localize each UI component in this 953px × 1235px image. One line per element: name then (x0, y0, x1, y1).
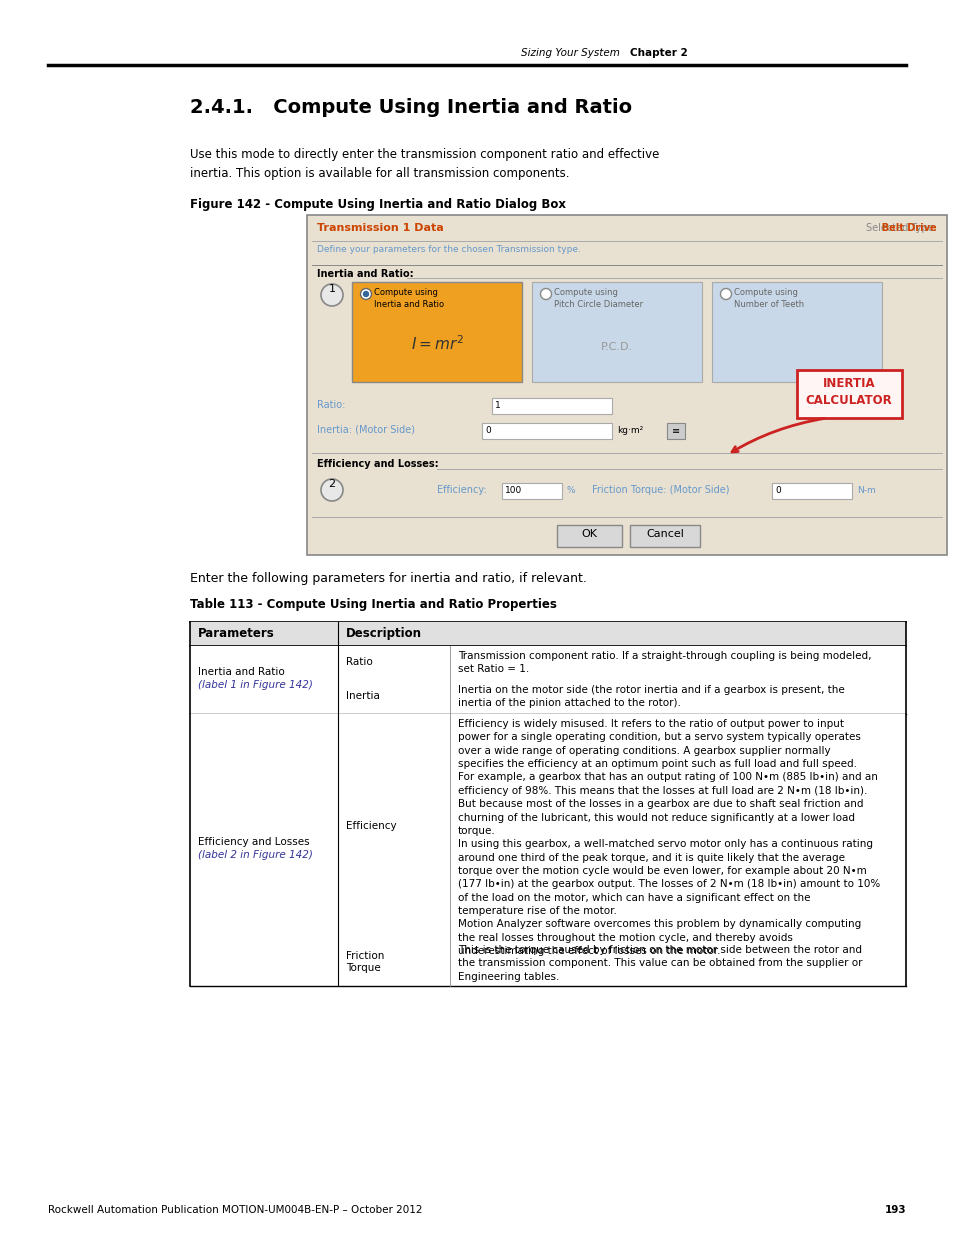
Text: ≡: ≡ (671, 426, 679, 436)
Bar (771, 483, 851, 499)
Text: P.C.D.: P.C.D. (600, 342, 633, 352)
Text: kg·m²: kg·m² (617, 426, 642, 435)
Bar (666, 424, 684, 438)
Text: 0: 0 (484, 426, 490, 435)
Bar (352, 282, 521, 382)
Text: Inertia and Ratio:: Inertia and Ratio: (316, 269, 414, 279)
Text: 193: 193 (883, 1205, 905, 1215)
Bar (337, 940, 450, 986)
Bar (337, 646, 450, 680)
Text: Figure 142 - Compute Using Inertia and Ratio Dialog Box: Figure 142 - Compute Using Inertia and R… (190, 198, 565, 211)
Text: Inertia: (Motor Side): Inertia: (Motor Side) (316, 425, 415, 435)
Bar (557, 525, 621, 547)
Text: Use this mode to directly enter the transmission component ratio and effective
i: Use this mode to directly enter the tran… (190, 148, 659, 180)
Text: 0: 0 (774, 487, 780, 495)
Text: Compute using
Inertia and Ratio: Compute using Inertia and Ratio (374, 288, 444, 309)
Text: Table 113 - Compute Using Inertia and Ratio Properties: Table 113 - Compute Using Inertia and Ra… (190, 598, 557, 611)
Text: Efficiency and Losses:: Efficiency and Losses: (316, 459, 438, 469)
Text: Belt Drive: Belt Drive (847, 224, 936, 233)
Text: $I = mr^2$: $I = mr^2$ (410, 333, 463, 353)
Text: (label 1 in Figure 142): (label 1 in Figure 142) (198, 680, 313, 690)
Circle shape (720, 289, 731, 300)
Bar (190, 622, 905, 646)
Text: N-m: N-m (856, 487, 875, 495)
Text: (label 2 in Figure 142): (label 2 in Figure 142) (198, 850, 313, 860)
Text: 1: 1 (495, 401, 500, 410)
Text: 100: 100 (504, 487, 521, 495)
Text: Ratio: Ratio (346, 657, 373, 667)
Text: Description: Description (346, 627, 421, 640)
Bar (450, 646, 905, 680)
Text: Rockwell Automation Publication MOTION-UM004B-EN-P – October 2012: Rockwell Automation Publication MOTION-U… (48, 1205, 422, 1215)
Text: Selected Type:: Selected Type: (865, 224, 936, 233)
Bar (492, 398, 612, 414)
Text: Chapter 2: Chapter 2 (629, 48, 687, 58)
Text: Inertia: Inertia (346, 692, 379, 701)
Bar (796, 370, 901, 417)
Text: Define your parameters for the chosen Transmission type.: Define your parameters for the chosen Tr… (316, 245, 580, 254)
Text: Efficiency and Losses: Efficiency and Losses (198, 837, 310, 847)
Bar (450, 940, 905, 986)
Bar (481, 424, 612, 438)
Bar (450, 680, 905, 714)
Circle shape (540, 289, 551, 300)
Bar (190, 646, 337, 714)
Text: Efficiency: Efficiency (346, 821, 396, 831)
Text: Enter the following parameters for inertia and ratio, if relevant.: Enter the following parameters for inert… (190, 572, 586, 585)
Text: Friction Torque: (Motor Side): Friction Torque: (Motor Side) (592, 485, 729, 495)
Text: Cancel: Cancel (645, 529, 683, 538)
Text: 2.4.1.   Compute Using Inertia and Ratio: 2.4.1. Compute Using Inertia and Ratio (190, 98, 632, 117)
Bar (501, 483, 561, 499)
Circle shape (320, 479, 343, 501)
Bar (629, 525, 700, 547)
Bar (337, 714, 450, 940)
Bar (307, 215, 946, 555)
Text: 2: 2 (328, 479, 335, 489)
Text: Ratio:: Ratio: (316, 400, 345, 410)
Text: Efficiency is widely misused. It refers to the ratio of output power to input
po: Efficiency is widely misused. It refers … (457, 719, 880, 956)
Text: Sizing Your System: Sizing Your System (520, 48, 619, 58)
Circle shape (320, 284, 343, 306)
Text: OK: OK (580, 529, 597, 538)
Bar (711, 282, 882, 382)
Text: Torque: Torque (346, 963, 380, 973)
Text: This is the torque caused by friction on the motor side between the rotor and
th: This is the torque caused by friction on… (457, 945, 862, 982)
Bar (190, 714, 337, 986)
Text: Efficiency:: Efficiency: (436, 485, 486, 495)
Text: %: % (566, 487, 575, 495)
Text: Transmission component ratio. If a straight-through coupling is being modeled,
s: Transmission component ratio. If a strai… (457, 651, 871, 674)
Text: Friction: Friction (346, 951, 384, 961)
Text: INERTIA
CALCULATOR: INERTIA CALCULATOR (804, 377, 891, 408)
Text: Compute using
Pitch Circle Diameter: Compute using Pitch Circle Diameter (554, 288, 642, 309)
Bar (450, 714, 905, 940)
Text: Compute using
Number of Teeth: Compute using Number of Teeth (733, 288, 803, 309)
Text: Inertia on the motor side (the rotor inertia and if a gearbox is present, the
in: Inertia on the motor side (the rotor ine… (457, 685, 843, 709)
Circle shape (360, 289, 371, 300)
Text: 1: 1 (328, 284, 335, 294)
Text: Parameters: Parameters (198, 627, 274, 640)
Bar (337, 680, 450, 714)
Bar (532, 282, 701, 382)
Circle shape (363, 291, 368, 296)
Text: Inertia and Ratio: Inertia and Ratio (198, 667, 284, 677)
Text: Transmission 1 Data: Transmission 1 Data (316, 224, 443, 233)
